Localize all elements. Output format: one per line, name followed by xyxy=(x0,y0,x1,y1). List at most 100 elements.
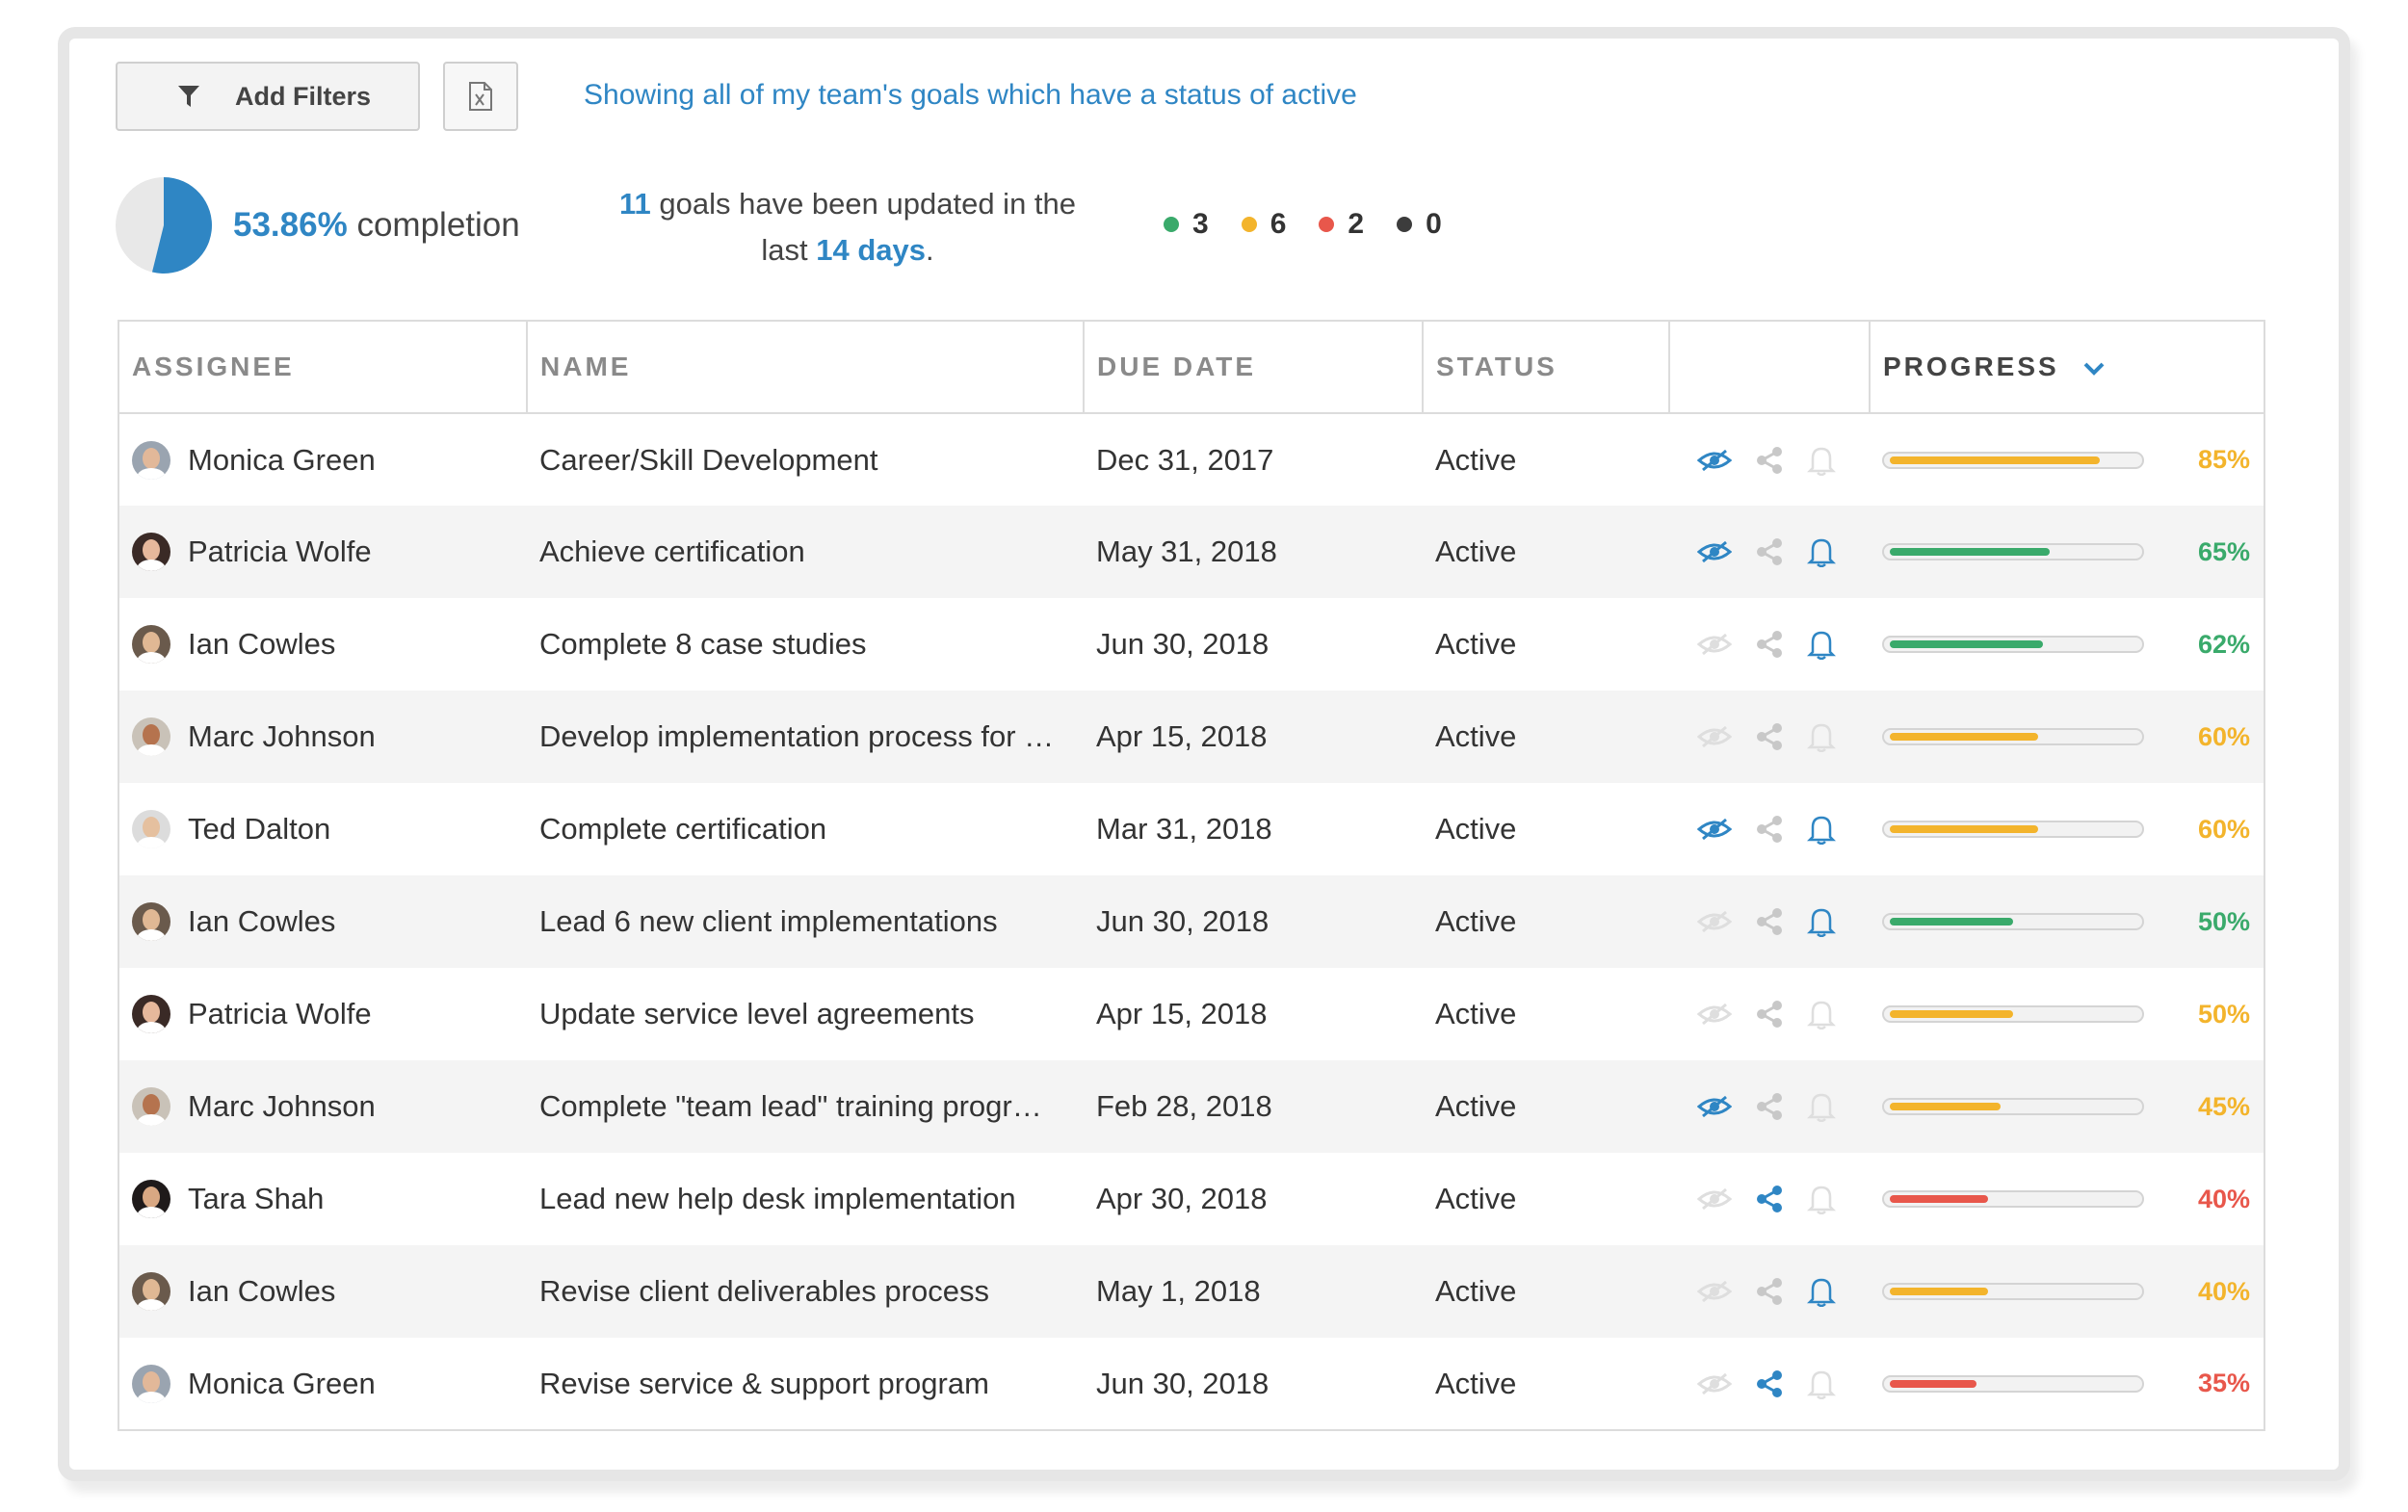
assignee-cell: Ian Cowles xyxy=(118,598,527,691)
actions-cell xyxy=(1669,413,1870,506)
share-icon[interactable] xyxy=(1755,1369,1784,1398)
bell-icon[interactable] xyxy=(1807,1369,1836,1399)
assignee-name[interactable]: Patricia Wolfe xyxy=(188,997,372,1030)
private-eye-icon[interactable] xyxy=(1697,818,1732,841)
progress-cell: 85% xyxy=(1870,413,2264,506)
bell-icon[interactable] xyxy=(1807,1184,1836,1214)
progress-percent: 85% xyxy=(2197,445,2250,474)
share-icon[interactable] xyxy=(1755,1000,1784,1029)
bell-icon[interactable] xyxy=(1807,445,1836,476)
goal-name[interactable]: Complete 8 case studies xyxy=(539,627,867,661)
progress-bar-fill xyxy=(1890,1195,1988,1203)
actions-cell xyxy=(1669,875,1870,968)
assignee-cell: Monica Green xyxy=(118,1338,527,1430)
bell-icon[interactable] xyxy=(1807,1276,1836,1307)
assignee-name[interactable]: Ian Cowles xyxy=(188,627,336,661)
share-icon[interactable] xyxy=(1755,446,1784,475)
bell-icon[interactable] xyxy=(1807,1091,1836,1122)
progress-bar-fill xyxy=(1890,825,2038,833)
goal-name[interactable]: Develop implementation process for … xyxy=(527,691,1084,783)
table-row[interactable]: Ian Cowles Revise client deliverables pro… xyxy=(118,1245,2264,1338)
assignee-name[interactable]: Monica Green xyxy=(188,442,376,477)
assignee-name[interactable]: Ian Cowles xyxy=(188,1274,336,1308)
private-eye-icon[interactable] xyxy=(1697,1187,1732,1211)
bell-icon[interactable] xyxy=(1807,536,1836,567)
bell-icon[interactable] xyxy=(1807,999,1836,1030)
assignee-name[interactable]: Tara Shah xyxy=(188,1182,325,1215)
add-filters-label: Add Filters xyxy=(235,81,372,111)
share-icon[interactable] xyxy=(1755,1092,1784,1121)
bell-icon[interactable] xyxy=(1807,814,1836,845)
share-icon[interactable] xyxy=(1755,907,1784,936)
goal-name[interactable]: Update service level agreements xyxy=(539,997,975,1030)
progress-percent: 35% xyxy=(2197,1369,2250,1397)
due-date: Apr 30, 2018 xyxy=(1096,1182,1268,1215)
table-row[interactable]: Patricia Wolfe Update service level agree… xyxy=(118,968,2264,1060)
goal-name[interactable]: Career/Skill Development xyxy=(539,442,878,477)
status-count-item: 3 xyxy=(1164,208,1209,241)
share-icon[interactable] xyxy=(1755,1277,1784,1306)
add-filters-button[interactable]: Add Filters xyxy=(116,62,420,131)
private-eye-icon[interactable] xyxy=(1697,540,1732,563)
goal-status: Active xyxy=(1423,1060,1669,1153)
table-row[interactable]: Marc Johnson Complete "team lead" trainin… xyxy=(118,1060,2264,1153)
goal-name[interactable]: Complete certification xyxy=(539,812,827,846)
goal-name[interactable]: Lead new help desk implementation xyxy=(539,1182,1016,1215)
progress-bar-fill xyxy=(1890,548,2050,556)
table-row[interactable]: Tara Shah Lead new help desk implementati… xyxy=(118,1153,2264,1245)
table-row[interactable]: Monica Green Revise service & support pro… xyxy=(118,1338,2264,1430)
progress-percent: 60% xyxy=(2197,814,2250,844)
bell-icon[interactable] xyxy=(1807,629,1836,660)
private-eye-icon[interactable] xyxy=(1697,725,1732,748)
private-eye-icon[interactable] xyxy=(1697,1003,1732,1026)
assignee-name[interactable]: Patricia Wolfe xyxy=(188,534,372,568)
assignee-name[interactable]: Monica Green xyxy=(188,1366,376,1400)
goal-name[interactable]: Revise service & support program xyxy=(539,1366,989,1400)
avatar xyxy=(132,810,170,848)
table-row[interactable]: Ian Cowles Complete 8 case studies Jun 30,… xyxy=(118,598,2264,691)
column-header-due-date[interactable]: DUE DATE xyxy=(1084,321,1424,414)
goal-name[interactable]: Lead 6 new client implementations xyxy=(527,875,1084,968)
filter-description-link[interactable]: Showing all of my team's goals which hav… xyxy=(584,79,1357,111)
column-header-progress[interactable]: PROGRESS xyxy=(1870,321,2264,414)
bell-icon[interactable] xyxy=(1807,721,1836,752)
private-eye-icon[interactable] xyxy=(1697,1372,1732,1395)
status-count-item: 2 xyxy=(1319,208,1364,241)
table-header-row: ASSIGNEE NAME DUE DATE STATUS PROGRESS xyxy=(118,321,2264,414)
bell-icon[interactable] xyxy=(1807,906,1836,937)
export-excel-button[interactable] xyxy=(443,62,518,131)
progress-bar xyxy=(1882,913,2144,930)
share-icon[interactable] xyxy=(1755,722,1784,751)
column-header-name[interactable]: NAME xyxy=(527,321,1085,414)
goal-name[interactable]: Complete "team lead" training progr… xyxy=(527,1060,1084,1153)
table-row[interactable]: Marc Johnson Develop implementation proce… xyxy=(118,691,2264,783)
goal-status: Active xyxy=(1423,691,1669,783)
assignee-name[interactable]: Marc Johnson xyxy=(188,1089,376,1123)
progress-percent: 50% xyxy=(2197,906,2250,936)
goal-name[interactable]: Revise client deliverables process xyxy=(527,1245,1084,1338)
share-icon[interactable] xyxy=(1755,815,1784,844)
assignee-name[interactable]: Ted Dalton xyxy=(188,812,331,846)
assignee-name[interactable]: Marc Johnson xyxy=(188,719,376,753)
column-header-assignee[interactable]: ASSIGNEE xyxy=(118,321,528,414)
private-eye-icon[interactable] xyxy=(1697,910,1732,933)
completion-summary: 53.86% completion xyxy=(233,206,520,245)
assignee-name[interactable]: Ian Cowles xyxy=(188,904,336,938)
avatar xyxy=(132,1180,170,1218)
private-eye-icon[interactable] xyxy=(1697,449,1732,472)
table-row[interactable]: Patricia Wolfe Achieve certification May 3… xyxy=(118,506,2264,598)
share-icon[interactable] xyxy=(1755,630,1784,659)
table-row[interactable]: Ted Dalton Complete certification Mar 31, … xyxy=(118,783,2264,875)
avatar xyxy=(132,440,170,480)
goal-name[interactable]: Achieve certification xyxy=(527,506,1084,598)
table-row[interactable]: Ian Cowles Lead 6 new client implementati… xyxy=(118,875,2264,968)
share-icon[interactable] xyxy=(1755,1185,1784,1213)
assignee-cell: Ted Dalton xyxy=(118,783,527,875)
private-eye-icon[interactable] xyxy=(1697,1280,1732,1303)
private-eye-icon[interactable] xyxy=(1697,1095,1732,1118)
private-eye-icon[interactable] xyxy=(1697,633,1732,656)
status-count-value: 6 xyxy=(1269,208,1287,240)
column-header-status[interactable]: STATUS xyxy=(1423,321,1670,414)
table-row[interactable]: Monica Green Career/Skill Development Dec … xyxy=(118,413,2264,506)
share-icon[interactable] xyxy=(1755,537,1784,566)
